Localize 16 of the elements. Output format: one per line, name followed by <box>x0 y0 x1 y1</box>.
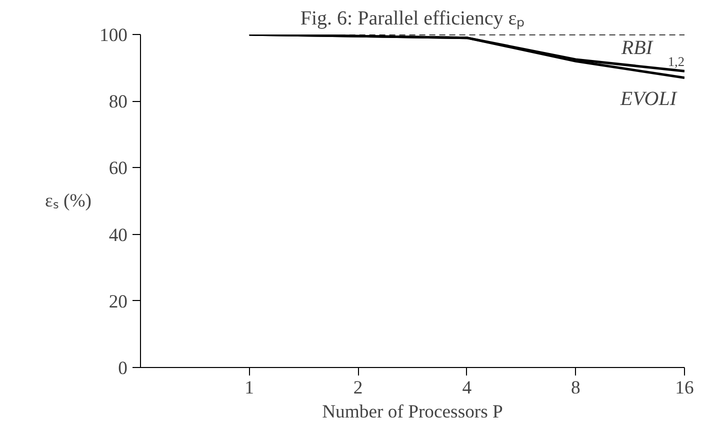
x-tick-label: 2 <box>353 378 363 398</box>
x-tick-label: 4 <box>462 378 472 398</box>
x-tick-label: 16 <box>675 378 694 398</box>
y-tick-label: 0 <box>118 358 128 379</box>
y-tick-label: 80 <box>108 92 128 113</box>
chart-title: Fig. 6: Parallel efficiency εₚ <box>300 8 525 30</box>
series-label: EVOLI <box>619 88 678 110</box>
x-tick-label: 8 <box>571 378 580 398</box>
y-tick-label: 100 <box>100 25 128 46</box>
series-label: RBI1,2 <box>620 37 685 70</box>
y-tick-label: 60 <box>108 158 128 180</box>
x-tick-label: 1 <box>244 378 254 398</box>
y-tick-label: 40 <box>108 224 128 246</box>
y-axis-title: εₛ (%) <box>45 190 92 212</box>
x-axis-title: Number of Processors P <box>322 402 503 422</box>
y-tick-label: 20 <box>108 291 128 312</box>
